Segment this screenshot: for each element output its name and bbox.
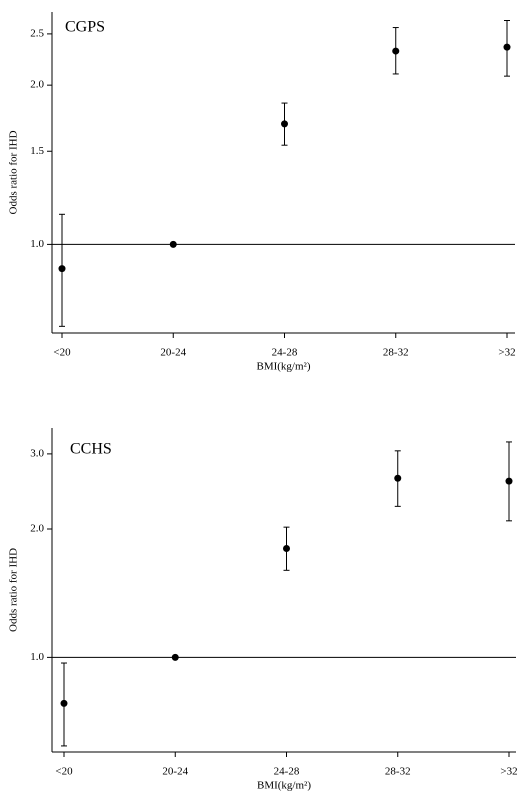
point bbox=[171, 653, 179, 661]
point bbox=[281, 120, 288, 128]
panel-title: CCHS bbox=[70, 441, 112, 458]
y-tick-label: 2.0 bbox=[30, 79, 44, 91]
y-tick-label: 1.5 bbox=[30, 145, 44, 157]
y-axis-label: Odds ratio for IHD bbox=[8, 548, 20, 632]
x-axis-label: BMI(kg/m²) bbox=[256, 361, 310, 373]
point bbox=[60, 699, 68, 707]
x-tick-label: >32 bbox=[500, 766, 517, 778]
point bbox=[505, 477, 513, 485]
x-axis-label: BMI(kg/m²) bbox=[257, 780, 311, 792]
y-axis-label: Odds ratio for IHD bbox=[8, 130, 20, 214]
point bbox=[394, 474, 402, 482]
x-tick-label: 20-24 bbox=[160, 347, 186, 359]
y-tick-label: 1.0 bbox=[30, 651, 44, 663]
y-tick-label: 3.0 bbox=[30, 447, 44, 459]
point bbox=[169, 240, 177, 248]
x-tick-label: 28-32 bbox=[383, 347, 409, 359]
x-tick-label: <20 bbox=[53, 347, 71, 359]
y-tick-label: 2.5 bbox=[30, 27, 44, 39]
x-tick-label: 24-28 bbox=[274, 766, 300, 778]
point bbox=[503, 43, 511, 51]
x-tick-label: 28-32 bbox=[385, 766, 411, 778]
point bbox=[392, 47, 400, 55]
x-tick-label: <20 bbox=[55, 766, 73, 778]
point bbox=[283, 545, 290, 553]
point bbox=[58, 265, 66, 273]
y-tick-label: 2.0 bbox=[30, 523, 44, 535]
x-tick-label: >32 bbox=[498, 347, 515, 359]
y-tick-label: 1.0 bbox=[30, 238, 44, 250]
x-tick-label: 24-28 bbox=[272, 347, 298, 359]
x-tick-label: 20-24 bbox=[162, 766, 188, 778]
panel-title: CGPS bbox=[65, 19, 105, 36]
